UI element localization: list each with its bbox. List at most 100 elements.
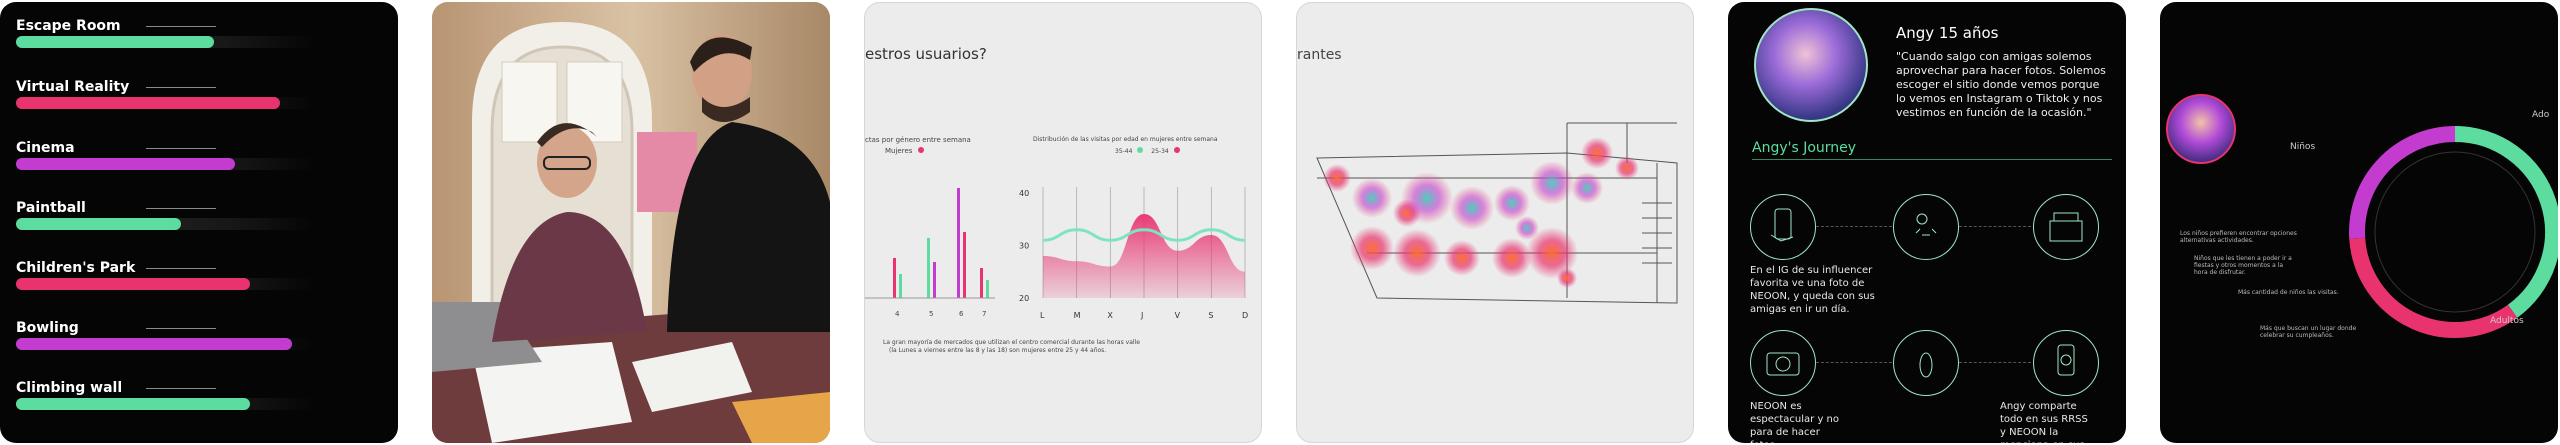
chart2-tick-label: J (1140, 311, 1143, 320)
activity-divider (146, 388, 216, 389)
journey-step-2: NEOON es espectacular y no para de hacer… (1750, 401, 1839, 443)
activity-row: Virtual Reality (16, 79, 316, 129)
chart2-area: L M X J V S D 40 30 20 (1019, 187, 1248, 320)
donut-label-top: Niños (2290, 142, 2316, 152)
survey-card: estros usuarios? ctas por género entre s… (864, 2, 1262, 443)
heatmap-heading: rantes (1297, 47, 1342, 63)
share-phone-icon (2033, 330, 2099, 396)
legend-dot-teal-icon (1137, 147, 1144, 153)
chart1-bar (957, 188, 960, 298)
activity-label: Escape Room (16, 18, 121, 34)
chart1-bar (933, 262, 936, 298)
donut-slice (2454, 126, 2558, 318)
activity-fill (16, 278, 250, 290)
chart1-bar (986, 280, 989, 298)
chart1-bar (899, 274, 902, 298)
activity-row: Cinema (16, 140, 316, 190)
chart2-ytick-label: 40 (1019, 189, 1029, 198)
journey-title: Angy's Journey (1752, 140, 1857, 156)
chart1-title: ctas por género entre semana (865, 136, 971, 144)
activity-track (16, 278, 316, 290)
activity-track (16, 338, 316, 350)
floorplan-heatmap (1316, 122, 1678, 304)
activity-divider (146, 87, 216, 88)
chart1-tick-label: 4 (895, 310, 900, 318)
chart2-series-35-44 (1042, 228, 1246, 242)
donut-slice (2349, 126, 2456, 239)
photo-card (432, 2, 830, 443)
journey-connector-4 (1959, 362, 2031, 363)
activities-card: Escape Room Virtual Reality Cinema Paintbal… (0, 2, 398, 443)
journey-step-1: En el IG de su influencer favorita ve un… (1750, 265, 1875, 315)
chat-icon (1893, 194, 1959, 260)
chart1-bar (927, 238, 930, 298)
activity-divider (146, 26, 216, 27)
donut-note-4: Más que buscan un lugar donde celebrar s… (2260, 325, 2357, 339)
chart2-ytick-label: 30 (1019, 242, 1029, 251)
chart1-bar (963, 232, 966, 298)
activity-divider (146, 268, 216, 269)
persona-name: Angy 15 años (1896, 24, 1999, 42)
survey-footnote-1: La gran mayoría de mercados que utilizan… (883, 339, 1140, 346)
activity-fill (16, 218, 181, 230)
activity-fill (16, 97, 280, 109)
journey-divider (1752, 159, 2112, 160)
survey-heading: estros usuarios? (865, 45, 987, 63)
activity-fill (16, 338, 292, 350)
donut-label-bottom: Adultos (2490, 316, 2524, 326)
activity-track (16, 218, 316, 230)
activity-fill (16, 398, 250, 410)
activity-row: Escape Room (16, 18, 316, 68)
activity-fill (16, 36, 214, 48)
activity-track (16, 36, 316, 48)
activity-divider (146, 148, 216, 149)
chart1-tick-label: 6 (959, 310, 964, 318)
chart2-tick-label: S (1208, 311, 1213, 320)
journey-connector-3 (1816, 362, 1892, 363)
audience-donut (2349, 126, 2558, 338)
donut-note-3: Más cantidad de niños las visitas. (2238, 289, 2339, 296)
journey-step-3: Angy comparte todo en sus RRSS y NEOON l… (2000, 401, 2088, 443)
chart1-legend: Mujeres (885, 147, 924, 155)
activity-label: Climbing wall (16, 380, 123, 396)
chart2-tick-label: X (1107, 311, 1113, 320)
activity-row: Children's Park (16, 260, 316, 310)
activity-track (16, 158, 316, 170)
activity-divider (146, 208, 216, 209)
heatmap-card: rantes (1296, 2, 1694, 443)
chart1-bars: 4 5 6 7 (865, 188, 995, 318)
chart1-bar (980, 268, 983, 298)
chart2-tick-label: L (1040, 311, 1045, 320)
chart1-legend-label: Mujeres (885, 147, 913, 155)
chart2-legend-a: 35-44 (1115, 148, 1133, 155)
chart2-legend-b: 25-34 (1151, 148, 1169, 155)
bowling-icon (1893, 330, 1959, 396)
persona-avatar (1754, 8, 1868, 122)
legend-dot-pink-icon (1173, 147, 1180, 153)
store-icon (2033, 194, 2099, 260)
donut-label-right: Ado (2532, 110, 2550, 120)
legend-dot-icon (917, 147, 924, 153)
chart2-tick-label: V (1175, 311, 1181, 320)
chart2-tick-label: M (1074, 311, 1081, 320)
chart1-tick-label: 5 (929, 310, 933, 318)
journey-connector-1 (1816, 226, 1892, 227)
activity-track (16, 398, 316, 410)
activity-label: Bowling (16, 320, 79, 336)
activity-row: Climbing wall (16, 380, 316, 430)
chart2-series-25-34 (1043, 214, 1245, 298)
persona-avatar-small (2166, 94, 2236, 164)
camera-icon (1750, 330, 1816, 396)
activity-label: Cinema (16, 140, 75, 156)
chart2-ytick-label: 20 (1019, 294, 1029, 303)
chart2-title: Distribución de las visitas por edad en … (1033, 136, 1218, 143)
activity-label: Children's Park (16, 260, 136, 276)
donut-slice (2349, 237, 2518, 338)
chart2-tick-label: D (1242, 311, 1248, 320)
activity-fill (16, 158, 235, 170)
chart1-bar (893, 258, 896, 298)
chart2-legend: 35-44 25-34 (1115, 147, 1180, 155)
survey-footnote-2: (la Lunes a viernes entre las 8 y las 18… (889, 347, 1107, 354)
activity-row: Bowling (16, 320, 316, 370)
audience-card: Niños Ado Adultos Los niños prefieren en… (2160, 2, 2558, 443)
